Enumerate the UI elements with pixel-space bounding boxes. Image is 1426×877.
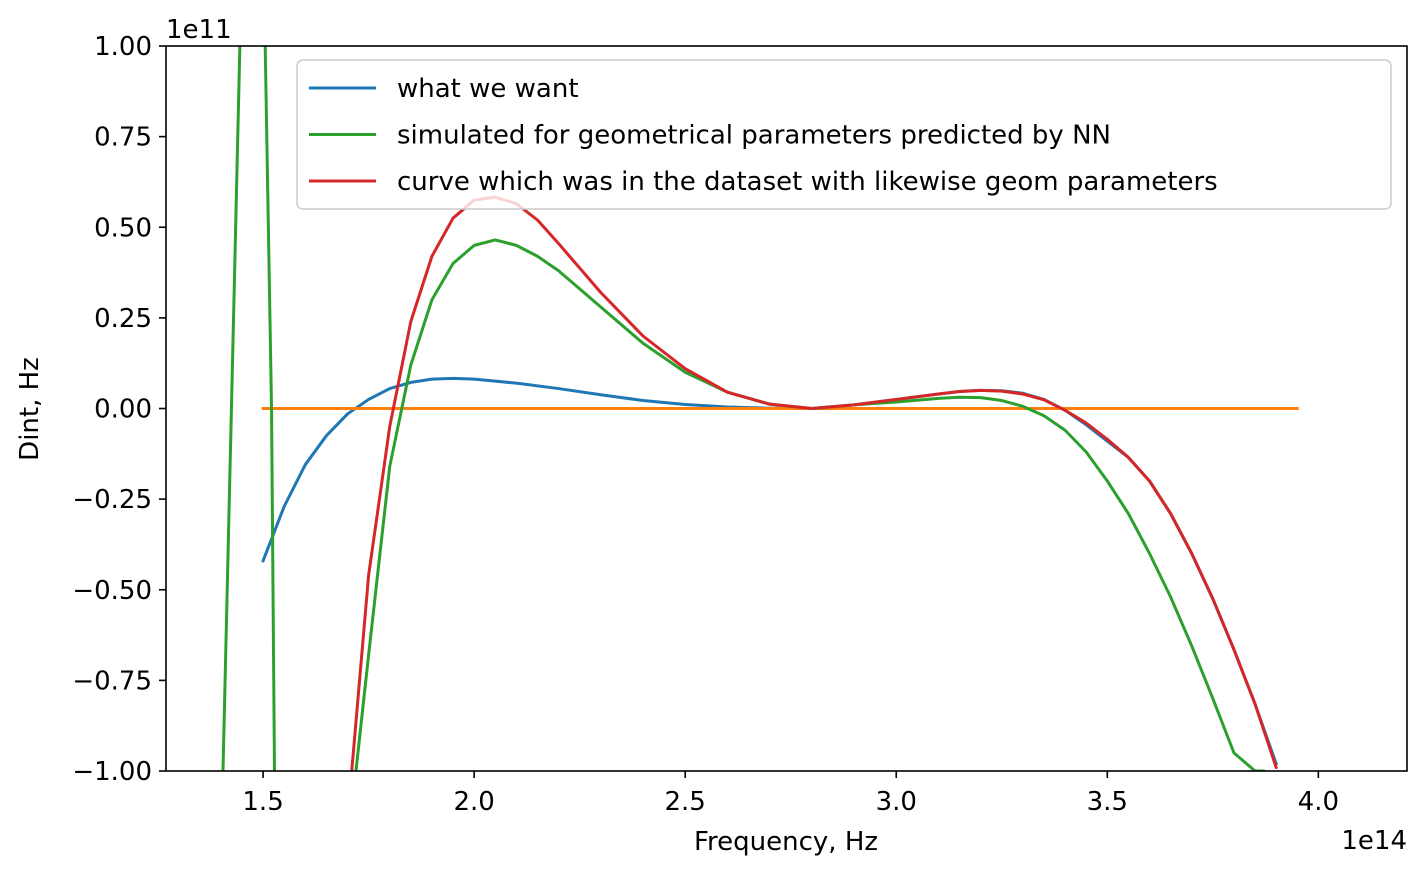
y-tick-label: 0.25 — [94, 304, 152, 334]
x-tick-label: 1.5 — [242, 787, 283, 817]
x-axis-ticks: 1.5 2.0 2.5 3.0 3.5 4.0 — [242, 771, 1339, 817]
y-tick-label: 0.00 — [94, 395, 152, 425]
series-green-line — [221, 46, 242, 771]
legend-label-series-red: curve which was in the dataset with like… — [397, 167, 1218, 197]
series-green-line — [263, 46, 276, 771]
y-offset-label: 1e11 — [166, 15, 232, 45]
x-tick-label: 4.0 — [1298, 787, 1339, 817]
legend-label-series-blue: what we want — [397, 74, 579, 104]
y-tick-label: −1.00 — [72, 757, 152, 787]
y-tick-label: 1.00 — [94, 32, 152, 62]
y-axis-ticks: 1.00 0.75 0.50 0.25 0.00 −0.25 −0.50 −0.75 −1.00 — [72, 32, 166, 787]
y-tick-label: −0.50 — [72, 576, 152, 606]
y-tick-label: −0.75 — [72, 666, 152, 696]
legend: what we want simulated for geometrical pa… — [296, 59, 1392, 210]
y-tick-label: 0.75 — [94, 123, 152, 153]
legend-label-series-green: simulated for geometrical parameters pre… — [397, 121, 1111, 151]
legend-box — [296, 59, 1392, 210]
x-tick-label: 3.0 — [876, 787, 917, 817]
y-axis-label: Dint, Hz — [15, 357, 45, 461]
x-tick-label: 2.0 — [453, 787, 494, 817]
y-tick-label: 0.50 — [94, 213, 152, 243]
x-tick-label: 3.5 — [1087, 787, 1128, 817]
x-offset-label: 1e14 — [1341, 826, 1407, 856]
series-layer — [221, 46, 1299, 771]
x-axis-label: Frequency, Hz — [694, 827, 878, 857]
y-tick-label: −0.25 — [72, 485, 152, 515]
x-tick-label: 2.5 — [665, 787, 706, 817]
